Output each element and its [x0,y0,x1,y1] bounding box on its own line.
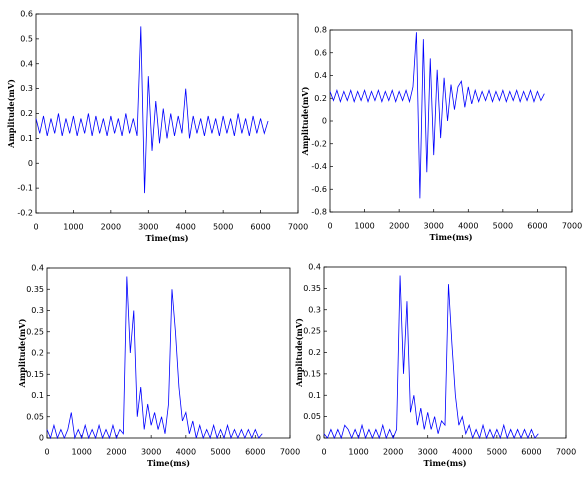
plot-frame [35,13,299,214]
y-tick-label: 0 [39,434,44,443]
x-tick-label: 1000 [63,223,83,232]
y-tick-label: -0.8 [311,208,327,217]
x-axis-label: Time(ms) [145,233,188,243]
x-tick-label: 2000 [106,448,126,457]
plot-frame [46,267,291,439]
y-tick-label: 0.25 [303,327,321,336]
y-tick-label: -0.2 [17,209,33,218]
x-tick-label: 7000 [280,448,300,457]
x-tick-label: 3000 [141,448,161,457]
y-tick-label: -0.4 [311,162,327,171]
x-axis-label: Time(ms) [423,458,466,468]
y-tick-label: 0.05 [26,412,44,421]
y-tick-label: 0.2 [308,348,321,357]
y-tick-label: 0.5 [20,34,33,43]
x-tick-label: 5000 [493,222,513,231]
x-tick-label: 7000 [562,222,582,231]
y-tick-label: 0 [322,117,327,126]
x-tick-label: 7000 [288,223,308,232]
y-tick-label: 0.3 [31,306,44,315]
x-tick-label: 4000 [176,448,196,457]
y-tick-label: 0.2 [31,349,44,358]
y-tick-label: 0.8 [314,26,327,35]
x-tick-label: 5000 [213,223,233,232]
y-tick-label: 0.4 [20,59,33,68]
x-tick-label: 1000 [72,448,92,457]
y-tick-label: 0.4 [308,263,321,272]
x-tick-label: 0 [44,448,49,457]
y-tick-label: 0.4 [31,264,44,273]
y-tick-label: 0.25 [26,327,44,336]
y-axis-label: Amplitude(mV) [294,318,304,388]
y-axis-label: Amplitude(mV) [6,79,16,149]
x-axis-label: Time(ms) [147,458,190,468]
y-tick-label: 0.15 [26,370,44,379]
y-tick-label: 0.1 [308,391,321,400]
y-tick-label: 0.15 [303,369,321,378]
y-tick-label: 0.2 [20,109,33,118]
x-tick-label: 0 [327,222,332,231]
y-tick-label: 0.1 [31,391,44,400]
y-tick-label: 0.2 [314,94,327,103]
x-tick-label: 0 [321,448,326,457]
x-axis-label: Time(ms) [429,232,472,242]
signal-line [35,26,269,194]
x-tick-label: 6000 [250,223,270,232]
y-tick-label: 0.6 [20,10,33,19]
y-tick-label: 0.3 [20,84,33,93]
x-tick-label: 3000 [418,448,438,457]
y-tick-label: -0.2 [311,139,327,148]
x-tick-label: 3000 [138,223,158,232]
y-tick-label: -0.1 [17,184,33,193]
y-axis-label: Amplitude(mV) [17,318,27,388]
x-tick-label: 1000 [348,448,368,457]
y-tick-label: 0 [316,434,321,443]
x-tick-label: 4000 [452,448,472,457]
x-tick-label: 2000 [389,222,409,231]
y-tick-label: 0.05 [303,412,321,421]
x-tick-label: 2000 [383,448,403,457]
x-tick-label: 5000 [487,448,507,457]
x-tick-label: 3000 [424,222,444,231]
x-tick-label: 6000 [527,222,547,231]
x-tick-label: 5000 [210,448,230,457]
x-tick-label: 0 [33,223,38,232]
y-tick-label: 0.6 [314,48,327,57]
y-tick-label: 0.4 [314,71,327,80]
x-tick-label: 4000 [176,223,196,232]
y-tick-label: -0.6 [311,185,327,194]
x-tick-label: 6000 [521,448,541,457]
y-tick-label: 0.35 [303,284,321,293]
x-tick-label: 4000 [458,222,478,231]
x-tick-label: 2000 [101,223,121,232]
y-tick-label: 0 [28,159,33,168]
y-tick-label: 0.1 [20,134,33,143]
signal-line [329,32,545,199]
x-tick-label: 7000 [556,448,576,457]
y-tick-label: 0.3 [308,305,321,314]
y-tick-label: 0.35 [26,285,44,294]
signal-line [323,275,539,440]
signal-line [46,276,263,440]
x-tick-label: 1000 [354,222,374,231]
y-axis-label: Amplitude(mV) [300,86,310,156]
plot-frame [329,29,573,213]
x-tick-label: 6000 [245,448,265,457]
